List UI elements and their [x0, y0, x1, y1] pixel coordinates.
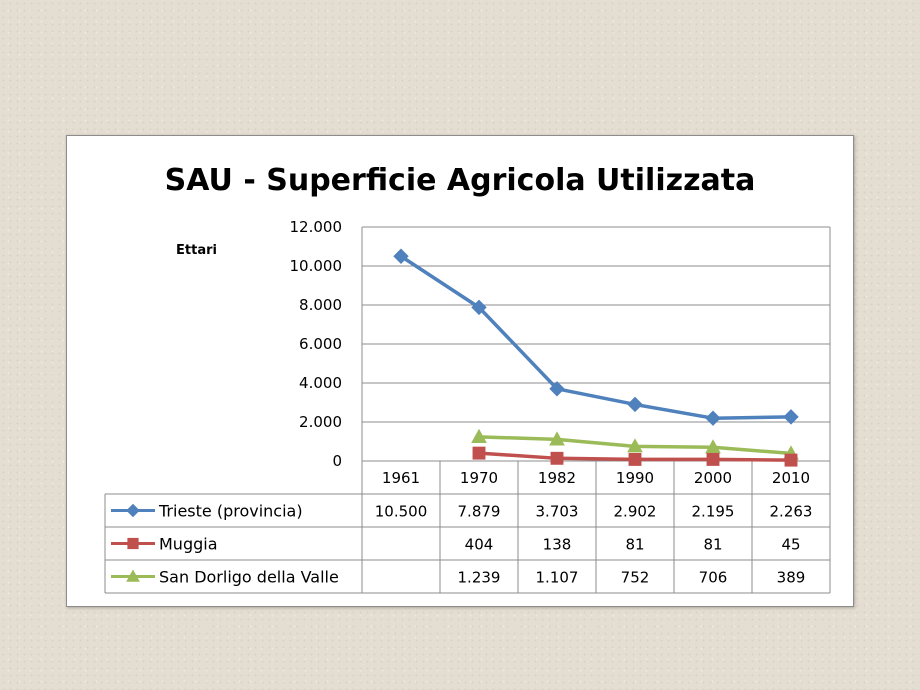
data-table-cell: 706: [699, 569, 728, 587]
data-point: [550, 451, 564, 465]
y-axis-label: Ettari: [176, 243, 217, 258]
x-tick-label: 1982: [538, 469, 576, 487]
data-point: [705, 410, 721, 426]
data-point: [706, 452, 720, 466]
y-tick-label: 4.000: [299, 374, 342, 392]
data-point: [471, 428, 487, 443]
data-point: [549, 381, 565, 397]
x-tick-label: 1990: [616, 469, 654, 487]
data-point: [393, 248, 409, 264]
chart-svg: SAU - Superficie Agricola Utilizzata Ett…: [104, 163, 831, 594]
data-point: [705, 439, 721, 454]
chart-frame: SAU - Superficie Agricola Utilizzata Ett…: [66, 135, 854, 607]
data-point: [784, 453, 798, 467]
data-table: 1961 1970 1982 1990 2000 2010 Trieste (provinc…: [104, 227, 831, 594]
data-point: [783, 409, 799, 425]
data-point: [627, 396, 643, 413]
data-table-cell: 2.902: [614, 503, 657, 521]
data-table-cell: 2.263: [770, 503, 813, 521]
x-tick-label: 1970: [460, 469, 498, 487]
chart-title: SAU - Superficie Agricola Utilizzata: [165, 163, 756, 198]
data-point: [471, 299, 487, 316]
y-tick-label: 12.000: [290, 218, 343, 236]
data-table-cell: 389: [777, 569, 806, 587]
y-tick-label: 6.000: [299, 335, 342, 353]
data-point: [628, 452, 642, 466]
data-table-cell: 138: [543, 536, 572, 554]
grid-lines: [362, 226, 830, 462]
y-tick-labels: 0 2.000 4.000 6.000 8.000 10.000 12.000: [290, 218, 343, 470]
data-table-cell: 45: [781, 536, 800, 554]
y-tick-label: 10.000: [290, 257, 343, 275]
data-table-cell: 3.703: [536, 503, 579, 521]
data-point: [549, 431, 565, 446]
y-tick-label: 2.000: [299, 413, 342, 431]
data-table-cell: 10.500: [375, 503, 428, 521]
data-table-cell: 752: [621, 569, 650, 587]
data-table-cell: 7.879: [458, 503, 501, 521]
legend-entry: Muggia: [159, 535, 218, 554]
data-point: [472, 446, 486, 460]
legend-key-marker: [126, 569, 140, 582]
data-point: [627, 438, 643, 453]
data-table-cell: 1.107: [536, 569, 579, 587]
legend-entry: Trieste (provincia): [158, 502, 303, 521]
data-table-cell: 1.239: [458, 569, 501, 587]
data-table-cell: 81: [703, 536, 722, 554]
x-tick-label: 2010: [772, 469, 810, 487]
y-tick-label: 0: [332, 452, 342, 470]
data-table-cell: 2.195: [692, 503, 735, 521]
legend-key-marker: [126, 503, 140, 518]
legend-key-marker: [127, 537, 139, 550]
data-table-cell: 81: [625, 536, 644, 554]
legend-entry: San Dorligo della Valle: [159, 568, 339, 587]
x-tick-label: 1961: [382, 469, 420, 487]
series-layer: [393, 248, 799, 467]
data-table-cell: 404: [465, 536, 494, 554]
y-tick-label: 8.000: [299, 296, 342, 314]
x-tick-label: 2000: [694, 469, 732, 487]
series-line: [400, 254, 792, 420]
